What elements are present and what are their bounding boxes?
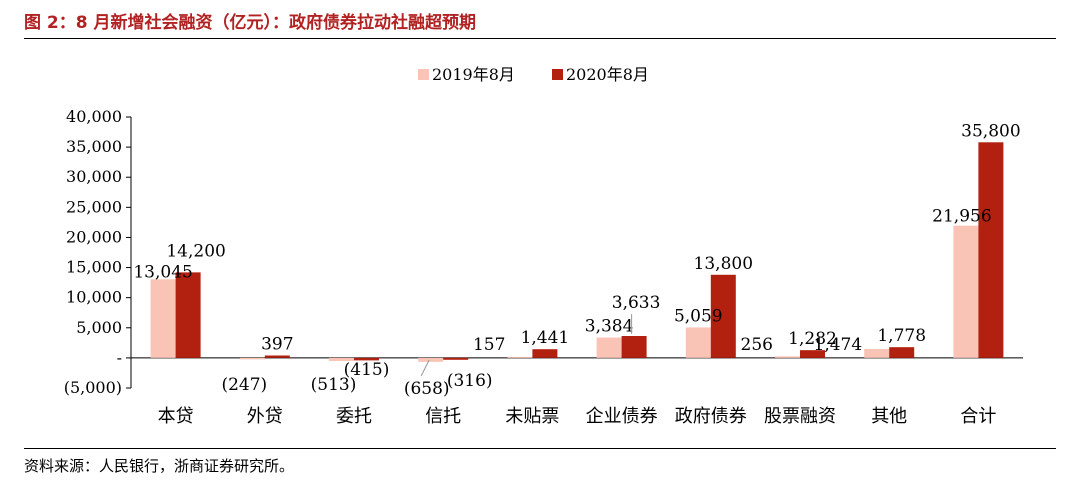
legend-label-0: 2019年8月 bbox=[432, 65, 515, 84]
data-label-1-5: 3,633 bbox=[612, 293, 661, 313]
bar-0-5 bbox=[596, 337, 622, 358]
legend-swatch-0 bbox=[418, 69, 429, 80]
data-label-1-9: 35,800 bbox=[961, 121, 1020, 141]
y-tick-label-9: (5,000) bbox=[64, 378, 122, 397]
leader-line-3 bbox=[420, 359, 430, 377]
y-tick-label-2: 30,000 bbox=[66, 167, 122, 186]
bar-0-1 bbox=[239, 357, 265, 360]
bar-1-2 bbox=[354, 357, 379, 361]
legend-label-1: 2020年8月 bbox=[566, 65, 649, 84]
bar-0-9 bbox=[953, 225, 979, 358]
x-category-label-7: 股票融资 bbox=[764, 406, 836, 427]
y-tick-label-5: 15,000 bbox=[66, 258, 122, 277]
data-label-0-5: 3,384 bbox=[585, 317, 634, 337]
x-category-label-2: 委托 bbox=[336, 406, 372, 427]
legend: 2019年8月 2020年8月 bbox=[418, 65, 649, 84]
y-tick-label-6: 10,000 bbox=[66, 288, 122, 307]
bar-1-1 bbox=[264, 355, 290, 358]
y-tick-label-0: 40,000 bbox=[66, 107, 122, 126]
data-label-0-7: 256 bbox=[741, 335, 773, 355]
bar-0-2 bbox=[329, 357, 354, 361]
data-label-0-3: (658) bbox=[404, 379, 450, 399]
y-tick-label-4: 20,000 bbox=[66, 227, 122, 246]
y-axis: 40,000 35,000 30,000 25,000 20,000 15,000 10,0… bbox=[64, 107, 1023, 397]
data-label-0-9: 21,956 bbox=[932, 207, 991, 227]
figure-title: 图 2：8 月新增社会融资（亿元）：政府债券拉动社融超预期 bbox=[24, 13, 476, 33]
y-tick-label-8: - bbox=[117, 348, 122, 367]
x-category-label-5: 企业债券 bbox=[586, 406, 658, 427]
x-axis-labels: 本贷 外贷 委托 信托 未贴票 企业债券 政府债券 股票融资 其他 合计 bbox=[158, 406, 997, 427]
bar-1-6 bbox=[710, 274, 736, 358]
x-category-label-3: 信托 bbox=[425, 406, 461, 427]
bar-1-5 bbox=[621, 336, 647, 358]
data-label-1-2: (415) bbox=[344, 360, 390, 380]
source-note: 资料来源：人民银行，浙商证券研究所。 bbox=[24, 457, 295, 475]
data-label-0-6: 5,059 bbox=[674, 306, 723, 326]
x-category-label-1: 外贷 bbox=[247, 406, 283, 427]
bar-0-7 bbox=[775, 356, 800, 358]
bar-0-6 bbox=[685, 327, 711, 358]
x-category-label-8: 其他 bbox=[871, 406, 907, 427]
bar-1-9 bbox=[978, 142, 1004, 358]
y-tick-label-1: 35,000 bbox=[66, 137, 122, 156]
bar-chart: 2019年8月 2020年8月 40,000 35,000 30,000 25,000 2… bbox=[64, 65, 1023, 427]
bar-0-8 bbox=[864, 349, 890, 358]
data-label-1-1: 397 bbox=[261, 334, 293, 354]
bars bbox=[150, 142, 1004, 362]
x-category-label-6: 政府债券 bbox=[675, 406, 747, 427]
x-category-label-0: 本贷 bbox=[158, 406, 194, 427]
data-label-0-4: 157 bbox=[473, 335, 505, 355]
y-tick-label-7: 5,000 bbox=[76, 318, 122, 337]
bar-1-4 bbox=[532, 349, 558, 358]
data-label-0-0: 13,045 bbox=[133, 262, 192, 282]
data-label-1-0: 14,200 bbox=[166, 241, 225, 261]
bar-1-0 bbox=[175, 272, 201, 358]
data-label-1-6: 13,800 bbox=[694, 254, 753, 274]
top-rule bbox=[24, 38, 1056, 39]
x-category-label-9: 合计 bbox=[960, 406, 996, 427]
data-label-0-8: 1,474 bbox=[814, 335, 863, 355]
data-label-1-3: (316) bbox=[447, 371, 493, 391]
data-label-0-1: (247) bbox=[221, 375, 267, 395]
bar-1-3 bbox=[443, 357, 469, 360]
data-label-0-2: (513) bbox=[311, 375, 357, 395]
bar-1-8 bbox=[889, 347, 915, 358]
bar-0-3 bbox=[418, 357, 444, 362]
data-label-1-7: 1,282 bbox=[788, 329, 837, 349]
y-tick-label-3: 25,000 bbox=[66, 197, 122, 216]
bar-0-4 bbox=[507, 356, 533, 358]
bottom-rule bbox=[24, 448, 1056, 449]
x-category-label-4: 未贴票 bbox=[505, 406, 559, 427]
data-label-1-4: 1,441 bbox=[521, 328, 570, 348]
bar-1-7 bbox=[800, 350, 825, 358]
bar-0-0 bbox=[150, 279, 176, 358]
data-label-1-8: 1,778 bbox=[877, 326, 926, 346]
legend-swatch-1 bbox=[552, 69, 563, 80]
